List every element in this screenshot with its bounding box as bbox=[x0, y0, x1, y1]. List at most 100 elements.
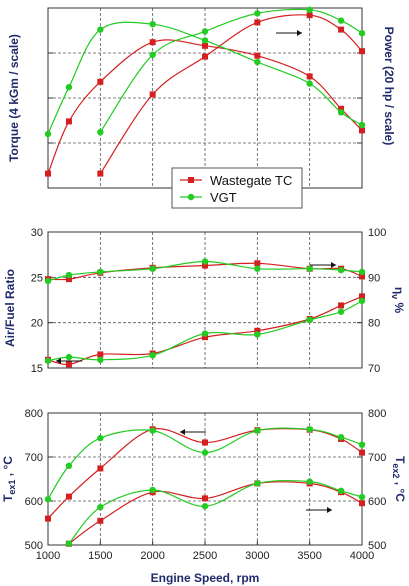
tick-label-eta: 70 bbox=[368, 363, 380, 375]
data-point-vgt bbox=[306, 426, 313, 433]
data-point-vgt bbox=[201, 37, 209, 44]
data-point-vgt bbox=[306, 265, 313, 272]
grid bbox=[47, 231, 363, 369]
data-point-wastegate bbox=[202, 439, 208, 446]
data-point-vgt bbox=[44, 130, 52, 138]
data-point-vgt bbox=[358, 268, 366, 276]
tick-label-tex2: 500 bbox=[368, 540, 386, 552]
y-axis-label-tex2: Tex2 , °C bbox=[391, 456, 407, 502]
y-axis-label-torque: Torque (4 kGm / scale) bbox=[7, 34, 21, 162]
tick-label-x: 3500 bbox=[297, 550, 321, 562]
tick-label-afr: 25 bbox=[31, 272, 43, 284]
series-line bbox=[99, 8, 363, 133]
data-point-wastegate bbox=[338, 105, 345, 112]
data-point-wastegate bbox=[359, 293, 365, 300]
data-point-vgt bbox=[358, 297, 366, 305]
data-point-vgt bbox=[44, 496, 52, 503]
data-point-vgt bbox=[254, 427, 261, 434]
data-point-wastegate bbox=[359, 500, 365, 507]
data-point-vgt bbox=[44, 277, 52, 285]
data-point-vgt bbox=[65, 353, 73, 361]
data-point-wastegate bbox=[97, 517, 104, 524]
data-point-wastegate bbox=[97, 170, 104, 177]
data-point-vgt bbox=[254, 265, 261, 272]
data-point-vgt bbox=[97, 503, 104, 511]
data-point-wastegate bbox=[97, 351, 104, 358]
legend-frame bbox=[171, 167, 303, 209]
series-line bbox=[68, 481, 363, 545]
data-point-wastegate bbox=[65, 493, 72, 500]
data-point-wastegate bbox=[65, 361, 72, 368]
data-point-vgt bbox=[201, 258, 209, 265]
data-point-wastegate bbox=[359, 127, 365, 134]
tick-label-tex1: 500 bbox=[25, 540, 43, 552]
data-point-wastegate bbox=[306, 73, 313, 80]
data-point-vgt bbox=[337, 487, 345, 495]
data-point-wastegate bbox=[97, 465, 104, 472]
tick-label-x: 3000 bbox=[245, 550, 269, 562]
annotation-arrowhead bbox=[56, 358, 61, 364]
tick-label-tex2: 600 bbox=[368, 496, 386, 508]
data-point-wastegate bbox=[202, 42, 208, 49]
data-point-vgt bbox=[65, 271, 73, 279]
tick-label-x: 1500 bbox=[88, 550, 112, 562]
data-point-vgt bbox=[306, 80, 313, 87]
data-point-wastegate bbox=[254, 52, 261, 59]
annotation-arrowhead bbox=[331, 262, 336, 268]
data-point-vgt bbox=[358, 121, 366, 129]
data-point-vgt bbox=[97, 434, 104, 442]
annotation-arrowhead bbox=[327, 507, 332, 513]
tick-label-tex1: 700 bbox=[25, 452, 43, 464]
tick-label-x: 2500 bbox=[193, 550, 217, 562]
tick-label-eta: 90 bbox=[368, 272, 380, 284]
data-point-wastegate bbox=[254, 260, 261, 267]
data-point-vgt bbox=[149, 427, 156, 434]
data-point-vgt bbox=[97, 129, 104, 136]
x-axis-label: Engine Speed, rpm bbox=[151, 571, 260, 585]
tick-label-tex2: 800 bbox=[368, 408, 386, 420]
data-point-vgt bbox=[149, 352, 156, 359]
data-point-vgt bbox=[149, 21, 156, 28]
data-point-wastegate bbox=[202, 334, 208, 341]
data-point-wastegate bbox=[338, 26, 345, 33]
tick-label-x: 2000 bbox=[140, 550, 164, 562]
data-point-vgt bbox=[306, 478, 313, 485]
data-point-vgt bbox=[306, 6, 313, 13]
data-point-vgt bbox=[337, 266, 345, 274]
annotation-arrowhead bbox=[297, 30, 302, 36]
data-point-wastegate bbox=[149, 91, 156, 98]
data-point-vgt bbox=[337, 308, 345, 315]
data-point-vgt bbox=[149, 486, 156, 494]
tick-label-afr: 30 bbox=[31, 227, 43, 239]
annotation-arrowhead bbox=[180, 429, 185, 435]
y-axis-label-tex1: Tex1 , °C bbox=[1, 456, 17, 502]
data-point-wastegate bbox=[338, 302, 345, 309]
tick-label-afr: 15 bbox=[31, 363, 43, 375]
data-point-vgt bbox=[201, 330, 209, 337]
data-point-wastegate bbox=[359, 273, 365, 280]
data-point-vgt bbox=[65, 540, 73, 547]
data-point-wastegate bbox=[254, 19, 261, 26]
y-axis-label-eta: ηv % bbox=[390, 287, 406, 314]
data-point-vgt bbox=[149, 51, 156, 58]
data-point-wastegate bbox=[45, 515, 51, 522]
data-point-vgt bbox=[358, 493, 366, 501]
data-point-vgt bbox=[65, 84, 73, 91]
data-point-vgt bbox=[337, 17, 345, 24]
tick-label-x: 4000 bbox=[350, 550, 374, 562]
data-point-wastegate bbox=[65, 118, 72, 125]
legend-label: Wastegate TC bbox=[210, 173, 292, 188]
data-point-vgt bbox=[254, 331, 261, 338]
tick-label-tex1: 800 bbox=[25, 408, 43, 420]
tick-label-afr: 20 bbox=[31, 318, 43, 330]
data-point-vgt bbox=[97, 268, 104, 276]
data-point-vgt bbox=[358, 30, 366, 37]
data-point-vgt bbox=[254, 10, 261, 17]
data-point-vgt bbox=[201, 449, 209, 456]
data-point-wastegate bbox=[359, 449, 365, 456]
data-point-vgt bbox=[337, 434, 345, 441]
data-point-vgt bbox=[201, 28, 209, 35]
tick-label-eta: 100 bbox=[368, 227, 386, 239]
data-point-vgt bbox=[254, 480, 261, 487]
